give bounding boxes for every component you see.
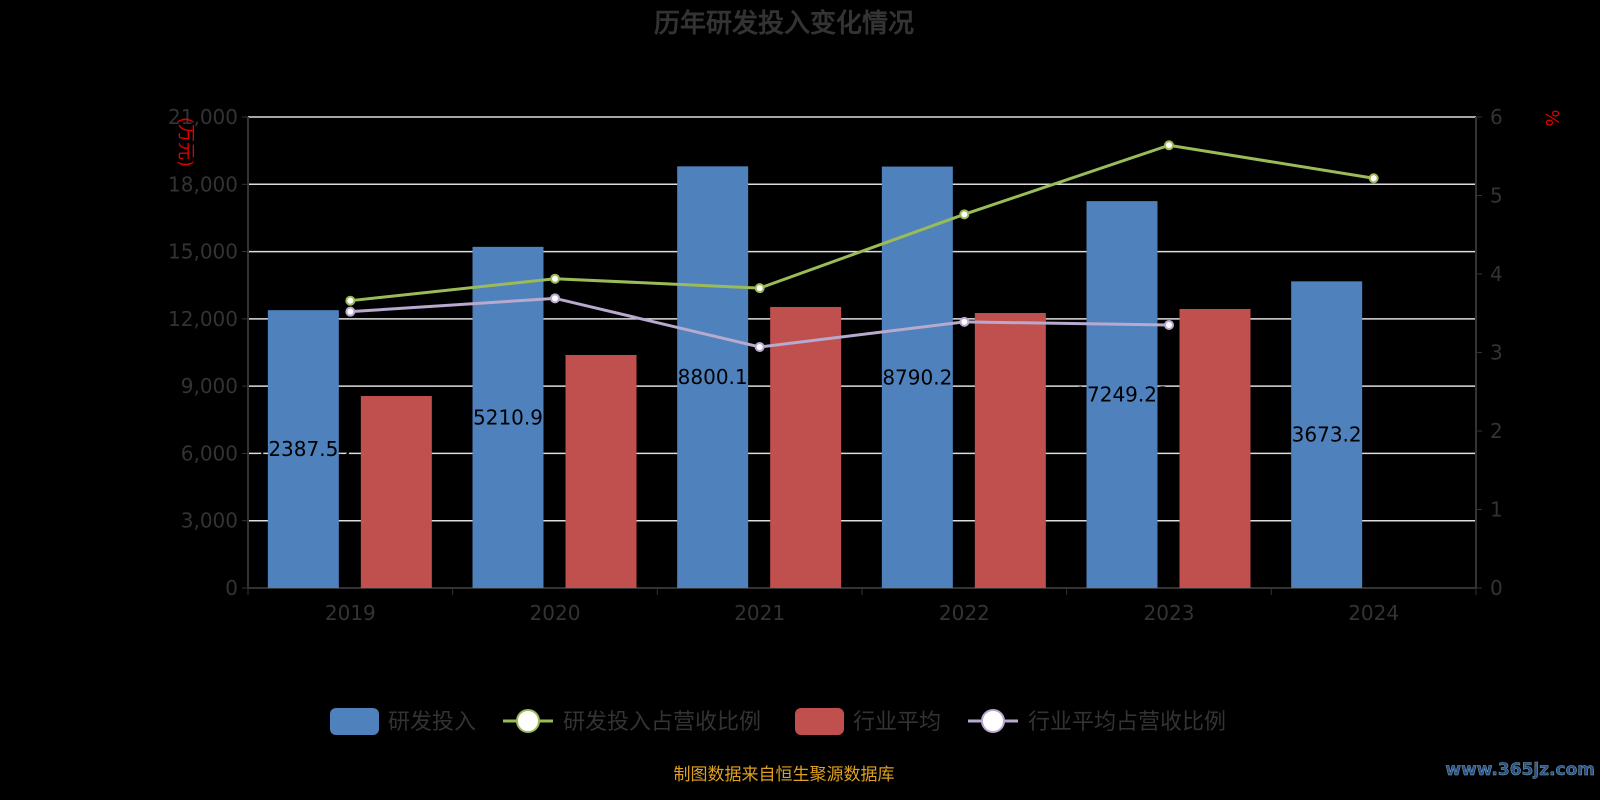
- legend-marker: [981, 709, 1005, 733]
- line-point: [959, 209, 970, 220]
- x-tick-label: 2022: [939, 601, 990, 625]
- legend-swatch: [330, 708, 379, 735]
- y-right-tick-label: 3: [1490, 341, 1503, 365]
- line-point: [1368, 173, 1379, 184]
- bar-industry-avg: [770, 306, 842, 588]
- y-left-tick-label: 3,000: [181, 509, 238, 533]
- bar-value-label: 15210.96: [460, 405, 555, 429]
- bar-value-label: 12387.55: [256, 437, 351, 461]
- y-left-tick-label: 0: [225, 576, 238, 600]
- line-rd-ratio: [350, 143, 1374, 303]
- bar-rd-investment: [1291, 281, 1363, 588]
- y-left-tick-label: 21,000: [168, 105, 238, 129]
- bar-rd-investment: [267, 310, 339, 588]
- line-point: [550, 293, 560, 304]
- y-left-tick-label: 15,000: [168, 240, 238, 264]
- legend-label: 研发投入占营收比例: [563, 710, 761, 735]
- line-point: [959, 316, 970, 327]
- source-note: 制图数据来自恒生聚源数据库: [674, 765, 895, 785]
- bar-industry-avg: [974, 313, 1046, 588]
- legend-marker: [516, 709, 540, 733]
- y-left-tick-label: 9,000: [181, 374, 238, 398]
- legend: 研发投入 研发投入占营收比例 行业平均 行业平均占营收比例: [330, 708, 1226, 735]
- y-right-tick-label: 1: [1490, 498, 1503, 522]
- bar-rd-investment: [881, 166, 953, 588]
- bar-rd-investment: [1086, 201, 1158, 588]
- line-point: [345, 306, 356, 317]
- y-right-tick-label: 5: [1490, 184, 1503, 208]
- y-left-axis-name: (万元): [175, 117, 196, 167]
- y-right-tick-label: 2: [1490, 419, 1503, 443]
- y-right-axis-name: %: [1541, 109, 1562, 126]
- bar-rd-investment: [677, 166, 749, 588]
- x-tick-label: 2024: [1348, 601, 1399, 625]
- line-point: [1164, 140, 1174, 151]
- bar-industry-avg: [360, 396, 432, 588]
- bar-industry-avg: [1179, 308, 1251, 588]
- x-tick-label: 2023: [1144, 601, 1195, 625]
- y-right-tick-label: 4: [1490, 262, 1503, 286]
- watermark: www.365jz.com: [1445, 760, 1595, 780]
- line-point: [1164, 320, 1174, 331]
- line-point: [550, 273, 560, 284]
- bars: [267, 166, 1363, 588]
- x-tick-label: 2019: [325, 601, 376, 625]
- axes: 0 3,000 6,000 9,000 12,000 15,000 18,000 21,000…: [168, 105, 1503, 625]
- data-labels: 12387.55 15210.96 18800.19 18790.29 17249.23…: [256, 365, 1375, 461]
- line-point: [754, 283, 765, 294]
- y-left-tick-label: 12,000: [168, 307, 238, 331]
- y-right-tick-label: 6: [1490, 105, 1503, 129]
- x-tick-label: 2020: [530, 601, 581, 625]
- bar-value-label: 17249.23: [1074, 383, 1169, 407]
- bar-industry-avg: [565, 354, 637, 588]
- bar-value-label: 13673.20: [1279, 423, 1374, 447]
- chart-title: 历年研发投入变化情况: [654, 8, 914, 39]
- legend-label: 行业平均占营收比例: [1028, 710, 1226, 735]
- line-point: [754, 342, 765, 353]
- line-point: [345, 295, 356, 306]
- bar-value-label: 18790.29: [870, 365, 965, 389]
- legend-label: 行业平均: [853, 710, 941, 735]
- y-left-tick-label: 18,000: [168, 172, 238, 196]
- y-right-tick-label: 0: [1490, 576, 1503, 600]
- lines: [345, 140, 1379, 353]
- legend-swatch: [795, 708, 844, 735]
- y-left-tick-label: 6,000: [181, 441, 238, 465]
- bar-value-label: 18800.19: [665, 365, 760, 389]
- x-tick-label: 2021: [734, 601, 785, 625]
- legend-label: 研发投入: [388, 710, 476, 735]
